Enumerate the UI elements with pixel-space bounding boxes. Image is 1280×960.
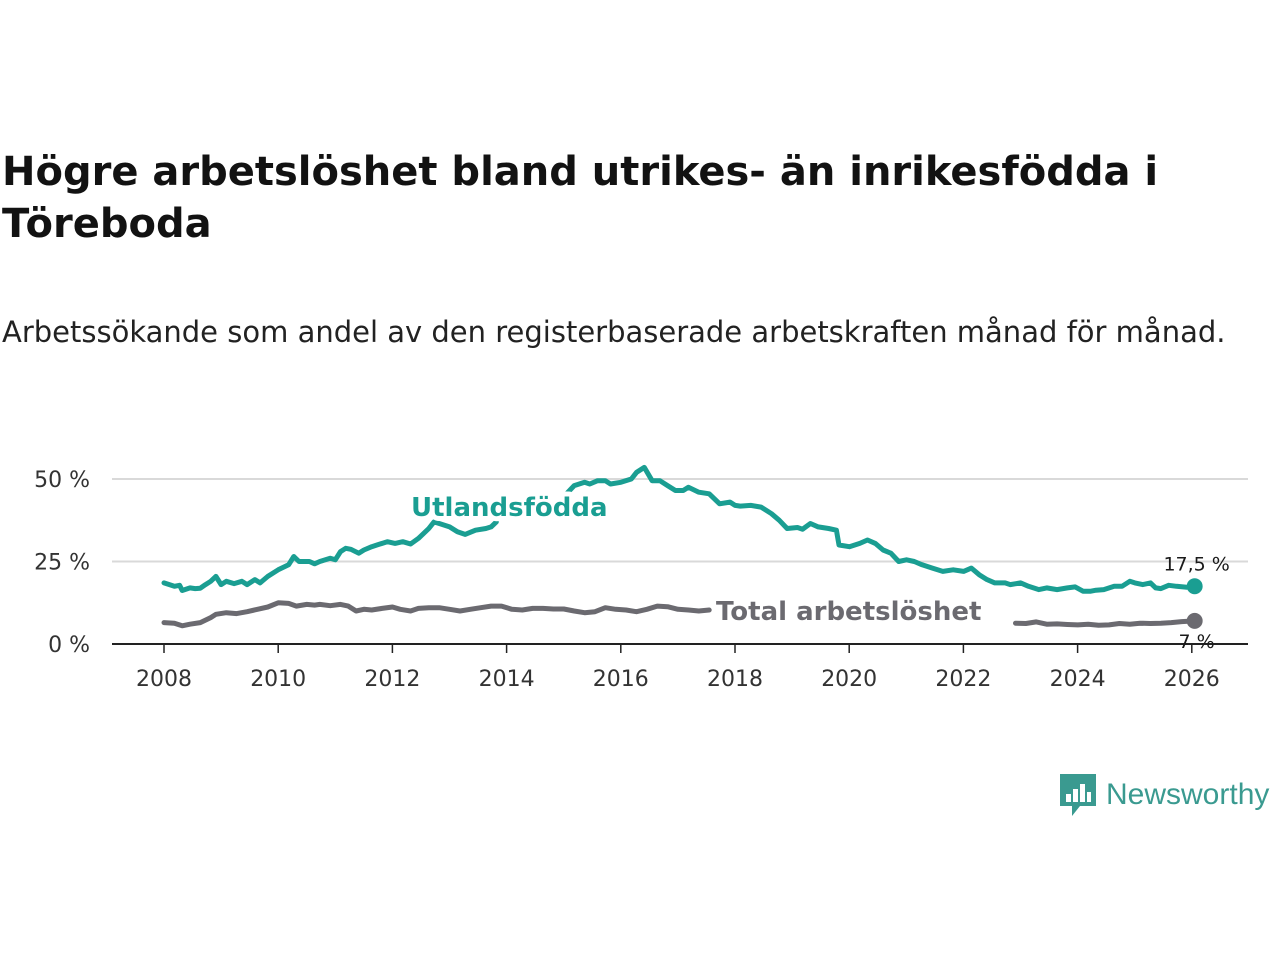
x-tick-label: 2016 (593, 667, 649, 692)
end-point-0 (1186, 578, 1203, 595)
series-annotation-halo: Total arbetslöshet (716, 597, 981, 627)
series-lines (161, 464, 1203, 629)
x-tick-label: 2024 (1050, 667, 1106, 692)
x-tick-label: 2014 (479, 667, 535, 692)
chart-subtitle: Arbetssökande som andel av den registerb… (2, 315, 1226, 349)
bar-chart-icon (1060, 774, 1096, 816)
series-annotation-halo: Utlandsfödda (411, 493, 608, 523)
x-tick-label: 2026 (1164, 667, 1220, 692)
x-tick-label: 2018 (707, 667, 763, 692)
x-tick-label: 2022 (935, 667, 991, 692)
y-tick-label: 50 % (34, 468, 90, 493)
series-line-0 (161, 464, 1198, 594)
end-value-label: 7 % (1179, 631, 1215, 653)
x-tick-label: 2012 (364, 667, 420, 692)
line-chart: 0 % 25 % 50 % 2008 2010 2012 2014 2016 2018 2020… (34, 464, 1248, 692)
x-tick-label: 2010 (250, 667, 306, 692)
series-line-1 (161, 600, 1198, 629)
newsworthy-logo[interactable]: Newsworthy (1058, 772, 1269, 818)
x-axis: 2008 2010 2012 2014 2016 2018 2020 2022 2024 2026 (112, 643, 1248, 692)
end-point-1 (1186, 612, 1203, 629)
y-tick-label: 0 % (48, 633, 90, 658)
y-axis-ticks: 0 % 25 % 50 % (34, 468, 90, 658)
y-tick-label: 25 % (34, 551, 90, 576)
x-tick-label: 2020 (821, 667, 877, 692)
x-tick-label: 2008 (136, 667, 192, 692)
page-title: Högre arbetslöshet bland utrikes- än inr… (2, 149, 1159, 247)
end-value-label: 17,5 % (1163, 553, 1229, 575)
brand-name: Newsworthy (1106, 778, 1270, 811)
series-annotation: Utlandsfödda (411, 493, 608, 523)
series-annotation: Total arbetslöshet (716, 597, 981, 627)
